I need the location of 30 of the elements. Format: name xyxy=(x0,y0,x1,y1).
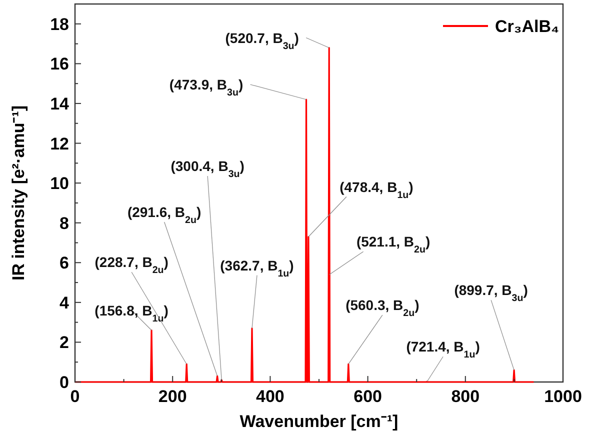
x-tick-label: 600 xyxy=(354,387,382,406)
annotation: (560.3, B$_{2u}$) xyxy=(346,297,420,319)
annotation: (473.9, B$_{3u}$) xyxy=(169,76,244,98)
annotation: (721.4, B$_{1u}$) xyxy=(406,338,480,360)
annotation: (156.8, B$_{1u}$) xyxy=(94,302,168,324)
x-tick-label: 200 xyxy=(158,387,187,406)
legend-label: Cr₃AlB₄ xyxy=(495,17,560,36)
x-axis-title: Wavenumber [cm⁻¹] xyxy=(240,412,398,431)
x-tick-label: 400 xyxy=(256,387,284,406)
annotation: (228.7, B$_{2u}$) xyxy=(94,254,168,276)
x-tick-label: 1000 xyxy=(544,387,582,406)
y-tick-label: 10 xyxy=(50,174,69,194)
y-axis-title: IR intensity [e²·amu⁻¹] xyxy=(9,105,28,281)
y-tick-label: 4 xyxy=(60,293,70,312)
y-tick-label: 14 xyxy=(50,94,70,114)
y-tick-label: 12 xyxy=(50,134,69,154)
y-tick-label: 2 xyxy=(60,333,69,352)
y-tick-label: 16 xyxy=(50,54,69,74)
annotation: (899.7, B$_{3u}$) xyxy=(454,282,528,304)
annotation: (478.4, B$_{1u}$) xyxy=(340,178,414,200)
annotation: (362.7, B$_{1u}$) xyxy=(220,257,294,279)
annotation: (521.1, B$_{2u}$) xyxy=(356,234,430,256)
y-tick-label: 18 xyxy=(50,14,69,34)
y-tick-label: 0 xyxy=(60,373,69,392)
y-tick-label: 8 xyxy=(60,214,69,233)
annotation: (520.7, B$_{3u}$) xyxy=(225,30,299,52)
annotation: (291.6, B$_{2u}$) xyxy=(127,204,202,226)
y-tick-label: 6 xyxy=(60,254,69,273)
annotation: (300.4, B$_{3u}$) xyxy=(170,158,244,180)
x-tick-label: 800 xyxy=(451,387,480,406)
